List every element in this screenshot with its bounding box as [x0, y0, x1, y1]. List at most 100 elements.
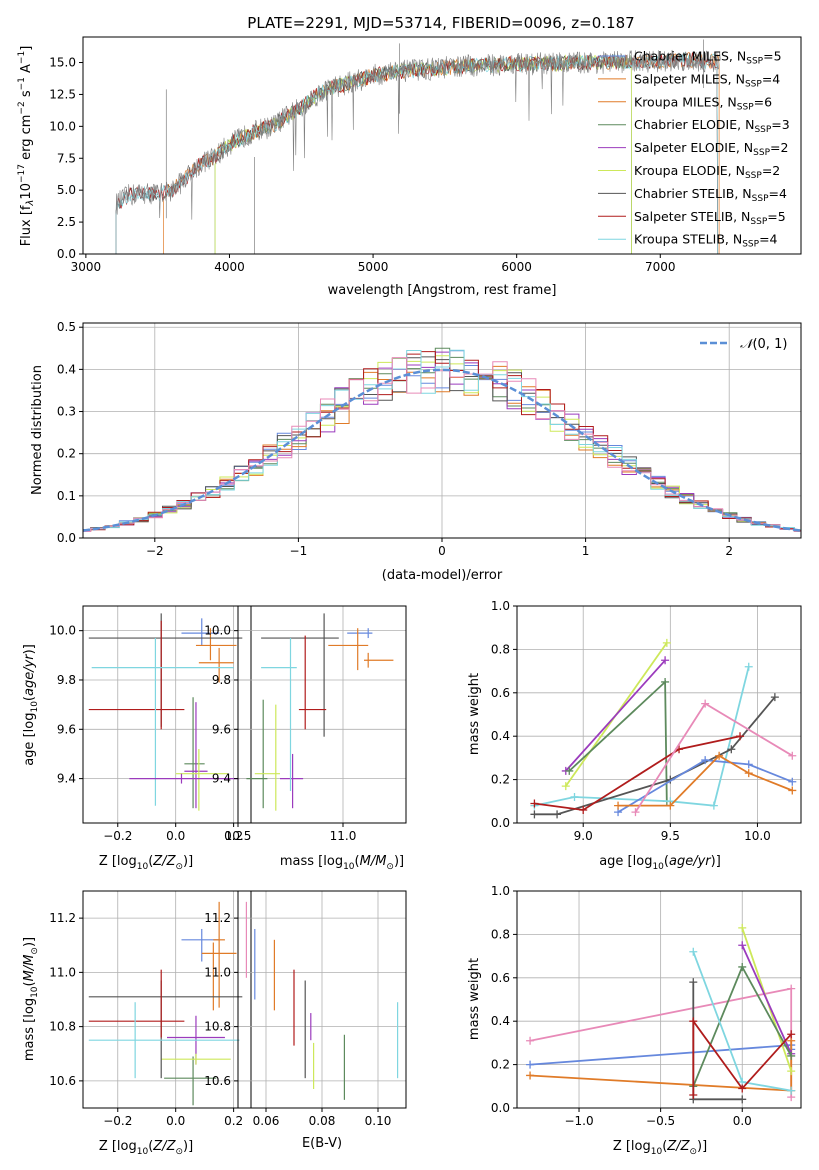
mass-vs-metallicity-panel: −0.2 0.0 0.2 10.6 10.8 11.0 11.2 Z [log10(Z/Z⊙…: [22, 890, 252, 1157]
age-mass-xlabel: mass [log10(M/M⊙)]: [280, 854, 404, 872]
mass-z-xlabel: Z [log10(Z/Z⊙)]: [99, 1139, 193, 1157]
spectrum-legend: Chabrier MILES, NSSP=5 Salpeter MILES, NS…: [598, 49, 790, 250]
legend-label-kroupa-miles: Kroupa MILES, NSSP=6: [634, 94, 772, 112]
y-tick-label: 0.0: [491, 816, 510, 830]
spectrum-ylabel: Flux [fλ10−17 erg cm−2 s−1 A−1]: [17, 46, 36, 247]
weight-z-axes-frame: [516, 890, 802, 1109]
weight-point-salpeter-stelib: [689, 1017, 698, 1026]
weight-point-chabrier-elodie: [787, 1051, 796, 1060]
legend-label-salpeter-elodie: Salpeter ELODIE, NSSP=2: [634, 140, 788, 158]
weight-age-ylabel: mass weight: [467, 673, 482, 755]
mass-z-axes-frame: [82, 890, 252, 1109]
y-tick-label: 5.0: [57, 183, 76, 197]
weight-z-ylabel: mass weight: [467, 958, 482, 1040]
y-tick-label: 11.0: [204, 965, 231, 979]
y-tick-label: 0.2: [57, 447, 76, 461]
y-tick-label: 0.8: [491, 927, 510, 941]
legend-label-chabrier-miles: Chabrier MILES, NSSP=5: [634, 49, 782, 67]
weight-point-kroupa-stelib: [570, 792, 579, 801]
weight-point-salpeter-elodie: [738, 941, 747, 950]
x-tick-label: 9.0: [574, 829, 593, 843]
weight-point-chabrier-miles: [788, 777, 797, 786]
weight-point-chabrier-miles: [744, 760, 753, 769]
y-tick-label: 0.6: [491, 971, 510, 985]
x-tick-label: 6000: [501, 260, 532, 274]
y-tick-label: 1.0: [491, 884, 510, 898]
y-tick-label: 0.0: [57, 531, 76, 545]
y-tick-label: 9.6: [57, 722, 76, 736]
residual-xlabel: (data-model)/error: [382, 568, 503, 583]
weight-age-xlabel: age [log10(age/yr)]: [599, 854, 721, 872]
x-tick-label: 0.08: [309, 1114, 336, 1128]
x-tick-label: 4000: [214, 260, 245, 274]
y-tick-label: 2.5: [57, 215, 76, 229]
y-tick-label: 0.5: [57, 320, 76, 334]
weight-z-xlabel: Z [log10(Z/Z⊙)]: [613, 1139, 707, 1157]
x-tick-label: 0: [438, 544, 446, 558]
x-tick-label: 0.0: [166, 829, 185, 843]
weight-point-salpeter-stelib: [689, 1090, 698, 1099]
weight-point-chabrier-elodie: [738, 962, 747, 971]
age-z-xlabel: Z [log10(Z/Z⊙)]: [99, 854, 193, 872]
age-mass-axes-frame: [237, 605, 407, 824]
x-tick-label: 0.10: [365, 1114, 392, 1128]
x-tick-label: 1: [582, 544, 590, 558]
y-tick-label: 10.0: [49, 624, 76, 638]
legend-label-salpeter-miles: Salpeter MILES, NSSP=4: [634, 71, 780, 89]
legend-label-kroupa-elodie: Kroupa ELODIE, NSSP=2: [634, 163, 780, 181]
y-tick-label: 7.5: [57, 151, 76, 165]
y-tick-label: 9.6: [212, 722, 231, 736]
residual-panel: −2 −1 0 1 2 0.0 0.1 0.2 0.3 0.4 0.5 (data-model)/e…: [30, 320, 802, 583]
normal-distribution-curve: [82, 368, 802, 532]
weight-point-kroupa-stelib: [709, 801, 718, 810]
x-tick-label: 9.5: [661, 829, 680, 843]
weight-point-pink: [788, 751, 797, 760]
spectrum-xlabel: wavelength [Angstrom, rest frame]: [328, 283, 557, 298]
y-tick-label: 10.8: [204, 1020, 231, 1034]
y-tick-label: 12.5: [49, 87, 76, 101]
y-tick-label: 0.0: [57, 247, 76, 261]
y-tick-label: 0.1: [57, 489, 76, 503]
weight-point-chabrier-stelib: [530, 810, 539, 819]
weight-vs-metallicity-panel: −1.0 −0.5 0.0 0.0 0.2 0.4 0.6 0.8 1.0 Z [log10(Z…: [467, 884, 802, 1157]
y-tick-label: 0.8: [491, 642, 510, 656]
age-vs-mass-panel: 10.5 11.0 9.4 9.6 9.8 10.0 mass [log10(M/M⊙)]: [204, 605, 407, 872]
mass-vs-extinction-panel: 0.06 0.08 0.10 10.6 10.8 11.0 11.2 E(B-V): [204, 890, 407, 1151]
weight-point-kroupa-stelib: [689, 947, 698, 956]
weight-line-salpeter-stelib: [534, 735, 741, 811]
residual-ylabel: Normed distribution: [30, 365, 45, 495]
y-tick-label: 0.0: [491, 1101, 510, 1115]
weight-point-kroupa-stelib: [787, 1086, 796, 1095]
weight-point-kroupa-elodie: [662, 638, 671, 647]
weight-point-salpeter-miles: [666, 801, 675, 810]
weight-point-salpeter-elodie: [661, 656, 670, 665]
legend-label-kroupa-stelib: Kroupa STELIB, NSSP=4: [634, 232, 778, 250]
weight-point-chabrier-stelib: [738, 1095, 747, 1104]
x-tick-label: 0.2: [224, 1114, 243, 1128]
residual-histogram: [83, 357, 801, 532]
x-tick-label: 2: [725, 544, 733, 558]
normal-legend-label: 𝒩(0, 1): [740, 337, 787, 352]
x-tick-label: −0.5: [646, 1114, 675, 1128]
weight-point-kroupa-elodie: [787, 1067, 796, 1076]
weight-line-salpeter-stelib: [692, 1018, 792, 1095]
y-tick-label: 9.4: [57, 772, 76, 786]
y-tick-label: 10.0: [49, 119, 76, 133]
x-tick-label: 0.0: [733, 1114, 752, 1128]
y-tick-label: 0.2: [491, 773, 510, 787]
y-tick-label: 10.8: [49, 1020, 76, 1034]
weight-point-chabrier-stelib: [553, 810, 562, 819]
y-tick-label: 15.0: [49, 56, 76, 70]
x-tick-label: 5000: [358, 260, 389, 274]
x-tick-label: −1.0: [564, 1114, 593, 1128]
x-tick-label: 11.0: [330, 829, 357, 843]
y-tick-label: 0.3: [57, 405, 76, 419]
y-tick-label: 11.2: [204, 911, 231, 925]
weight-line-chabrier-miles: [617, 759, 793, 813]
observed-spectrum: [115, 49, 721, 220]
weight-point-salpeter-miles: [715, 751, 724, 760]
x-tick-label: −0.2: [103, 1114, 132, 1128]
x-tick-label: −1: [290, 544, 308, 558]
y-tick-label: 0.4: [57, 362, 76, 376]
weight-point-salpeter-miles: [744, 769, 753, 778]
